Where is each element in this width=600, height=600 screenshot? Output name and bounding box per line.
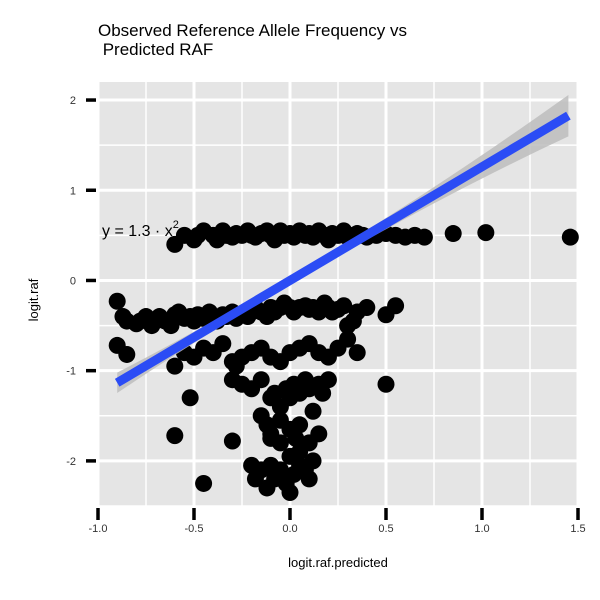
- data-point: [358, 299, 376, 317]
- y-tick-label: 2: [70, 95, 76, 107]
- data-point: [339, 330, 357, 348]
- chart-title-line-2: Predicted RAF: [98, 40, 213, 59]
- data-point: [314, 384, 332, 402]
- x-tick-label: -1.0: [89, 523, 108, 535]
- data-point: [281, 483, 299, 501]
- data-point: [300, 470, 318, 488]
- y-tick-label: -2: [66, 456, 76, 468]
- data-point: [166, 357, 184, 375]
- x-tick-label: 0.0: [282, 523, 297, 535]
- data-point: [252, 371, 270, 389]
- data-point: [444, 225, 462, 243]
- y-tick-label: 0: [70, 275, 76, 287]
- data-point: [195, 474, 213, 492]
- regression-equation: y = 1.3 · x2: [102, 219, 179, 240]
- data-point: [214, 335, 232, 353]
- y-axis-title: logit.raf: [26, 278, 41, 321]
- data-point: [287, 429, 305, 447]
- chart-title-line-1: Observed Reference Allele Frequency vs: [98, 21, 407, 40]
- y-tick-label: 1: [70, 185, 76, 197]
- data-point: [319, 371, 337, 389]
- regression-line: [114, 111, 571, 387]
- data-points: [108, 222, 579, 501]
- data-point: [310, 425, 328, 443]
- x-tick-label: 1.5: [570, 523, 585, 535]
- equation-main: y = 1.3 · x: [102, 223, 173, 240]
- y-tick-label: -1: [66, 366, 76, 378]
- data-point: [271, 461, 289, 479]
- data-point: [262, 429, 280, 447]
- data-point: [477, 224, 495, 242]
- data-point: [223, 432, 241, 450]
- data-point: [108, 292, 126, 310]
- data-point: [304, 452, 322, 470]
- data-point: [166, 427, 184, 445]
- data-point: [561, 228, 579, 246]
- data-point: [415, 228, 433, 246]
- x-tick-label: 0.5: [378, 523, 393, 535]
- x-axis-title: logit.raf.predicted: [288, 555, 388, 570]
- data-point: [377, 375, 395, 393]
- data-point: [304, 402, 322, 420]
- equation-superscript: 2: [173, 219, 179, 231]
- regression-line-group: [114, 111, 571, 387]
- data-point: [335, 297, 353, 315]
- x-tick-label: -0.5: [185, 523, 204, 535]
- data-point: [118, 345, 136, 363]
- data-point: [348, 344, 366, 362]
- x-tick-label: 1.0: [474, 523, 489, 535]
- data-point: [181, 389, 199, 407]
- x-axis: -1.0 -0.5 0.0 0.5 1.0 1.5: [89, 508, 586, 535]
- data-point: [291, 416, 309, 434]
- data-point: [387, 297, 405, 315]
- y-axis: -2 -1 0 1 2: [66, 95, 96, 468]
